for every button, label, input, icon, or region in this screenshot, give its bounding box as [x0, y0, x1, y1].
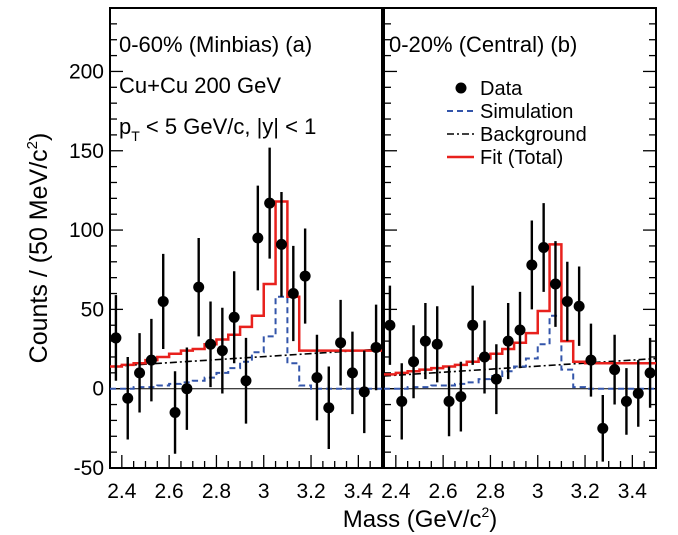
panel-b-x-tick-label: 2.4 — [381, 480, 411, 503]
panel-a-y-tick-label: 50 — [81, 298, 104, 321]
panel-a-simulation-histogram — [110, 295, 382, 390]
panel-a-data-point — [134, 367, 146, 379]
legend-background-label: Background — [480, 124, 587, 146]
legend: Data Simulation Background Fit (Total) — [447, 78, 587, 169]
panel-a-data-point — [370, 341, 382, 353]
panel-a-data-point — [145, 354, 157, 366]
panel-a-data-point — [299, 270, 311, 282]
panel-b-x-tick-label: 3 — [532, 480, 544, 503]
panel-a-y-tick-label: 200 — [69, 60, 104, 83]
panel-a-data-point — [228, 311, 240, 323]
panel-a: 2.4 2.6 2.8 3 3.2 3.4 -50 0 50 100 150 200 — [69, 7, 383, 503]
panel-a-x-tick-label: 3 — [258, 480, 270, 503]
panel-b-x-tick-label: 3.4 — [618, 480, 648, 503]
panel-a-x-tick-label: 3.2 — [296, 480, 325, 503]
panel-a-data-point — [181, 383, 193, 395]
panel-a-data-point — [193, 281, 205, 293]
panel-a-x-tick-label: 2.6 — [155, 480, 184, 503]
panel-a-x-tick-label: 2.4 — [107, 480, 137, 503]
panel-a-data-point — [122, 392, 134, 404]
legend-fit-label: Fit (Total) — [480, 147, 563, 169]
panel-a-data-point — [335, 337, 347, 349]
panel-a-data-point — [110, 332, 122, 344]
panel-b-simulation-histogram — [384, 314, 656, 390]
cut-info: pT < 5 GeV/c, |y| < 1 — [119, 114, 316, 144]
panel-b-data-point — [419, 335, 431, 347]
x-axis-label-sup: 2 — [481, 504, 489, 520]
panel-b-x-tick-label: 3.2 — [570, 480, 599, 503]
panel-b-data-point — [431, 338, 443, 350]
panel-b-data-point — [597, 422, 609, 434]
panel-b-data-point — [502, 335, 514, 347]
panel-a-data-point — [157, 295, 169, 307]
panel-b-x-tick-label: 2.6 — [429, 480, 458, 503]
panel-b-data-point — [526, 259, 538, 271]
x-axis-label: Mass (GeV/c2) — [343, 504, 498, 533]
panel-b-title: 0-20% (Central) (b) — [389, 32, 577, 57]
panel-b-data-point — [384, 319, 396, 331]
panel-a-y-tick-label: 100 — [69, 219, 104, 242]
panel-b-data-point — [396, 395, 408, 407]
panel-a-data-point — [264, 197, 276, 209]
panel-b-data-point — [490, 373, 502, 385]
legend-simulation-label: Simulation — [480, 101, 573, 123]
panel-a-title: 0-60% (Minbias) (a) — [119, 32, 312, 57]
panel-a-data-point — [205, 338, 217, 350]
panel-b-data-point — [549, 278, 561, 290]
legend-data-marker — [455, 82, 467, 94]
panel-b-frame — [383, 7, 657, 469]
collision-info: Cu+Cu 200 GeV — [119, 73, 281, 98]
panel-b-data-point — [561, 295, 573, 307]
panel-b-data-point — [632, 387, 644, 399]
panel-b: 2.4 2.6 2.8 3 3.2 3.4 — [381, 7, 657, 503]
panel-a-data-point — [287, 288, 299, 300]
panel-b-data-point — [443, 395, 455, 407]
panel-b-data-point — [573, 300, 585, 312]
panel-a-data-point — [169, 406, 181, 418]
panel-a-x-tick-label: 3.4 — [344, 480, 374, 503]
panel-a-data-point — [240, 375, 252, 387]
panel-a-y-tick-label: 150 — [69, 140, 104, 163]
panel-b-data-point — [408, 356, 420, 368]
panel-a-data-point — [252, 232, 264, 244]
panel-a-frame — [109, 7, 383, 469]
panel-a-data-point — [358, 386, 370, 398]
panel-b-data-point — [455, 391, 467, 403]
panel-b-fit-histogram — [384, 243, 656, 376]
panel-a-x-tick-label: 2.8 — [202, 480, 231, 503]
panel-b-data-point — [644, 367, 656, 379]
panel-a-data-point — [216, 345, 228, 357]
panel-a-data-point — [275, 238, 287, 250]
panel-b-data-point — [514, 324, 526, 336]
panel-a-y-tick-label: -50 — [74, 457, 104, 480]
y-axis-label-sup: 2 — [24, 141, 41, 149]
panel-b-data-point — [479, 351, 491, 363]
panel-b-data-point — [585, 354, 597, 366]
panel-b-data-point — [538, 242, 550, 254]
panel-b-data-point — [467, 319, 479, 331]
panel-a-data-point — [346, 367, 358, 379]
legend-data-label: Data — [480, 78, 523, 100]
panel-a-data-point — [323, 402, 335, 414]
panel-a-data-point — [311, 372, 323, 384]
panel-a-y-tick-label: 0 — [92, 378, 104, 401]
panel-b-data-point — [620, 395, 632, 407]
panel-b-data-point — [609, 364, 621, 376]
panel-b-x-tick-label: 2.8 — [476, 480, 505, 503]
y-axis-label: Counts / (50 MeV/c2) — [24, 133, 53, 364]
